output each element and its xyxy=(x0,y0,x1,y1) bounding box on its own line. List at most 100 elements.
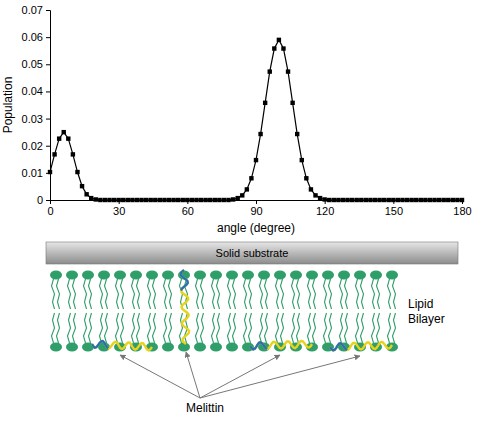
lipid-head xyxy=(274,271,286,280)
data-point xyxy=(286,69,290,73)
lipid-tail xyxy=(89,279,92,309)
data-point xyxy=(226,198,230,202)
melittin-helix-end xyxy=(181,270,188,290)
lipid-head xyxy=(50,271,62,280)
melittin-label: Melittin xyxy=(186,401,224,415)
data-point xyxy=(80,184,84,188)
x-tick: 150 xyxy=(385,200,403,217)
lipid-tail xyxy=(153,279,156,309)
y-tick-mark xyxy=(46,200,50,201)
lipid-tail xyxy=(356,313,359,343)
lipid-tail xyxy=(228,313,231,343)
lipid-tail xyxy=(281,313,284,343)
data-point xyxy=(309,187,313,191)
lipid-tail xyxy=(260,313,263,343)
lipid-tail xyxy=(324,279,327,309)
data-point xyxy=(116,198,120,202)
lipid-tail xyxy=(164,279,167,309)
lipid-tail xyxy=(148,313,151,343)
y-tick: 0.01 xyxy=(22,167,50,179)
data-point xyxy=(387,198,391,202)
y-axis: 00.010.020.030.040.050.060.07 xyxy=(22,4,51,206)
data-point xyxy=(162,198,166,202)
data-point xyxy=(112,198,116,202)
lipid-tail xyxy=(57,313,60,343)
x-tick-mark xyxy=(256,200,257,204)
lipid-tail xyxy=(244,279,247,309)
data-point xyxy=(130,198,134,202)
data-point xyxy=(217,198,221,202)
data-point xyxy=(350,198,354,202)
data-point xyxy=(409,198,413,202)
lipid-tail xyxy=(201,279,204,309)
data-point xyxy=(84,192,88,196)
data-point xyxy=(272,46,276,50)
lipid-head xyxy=(258,271,270,280)
lipid-head xyxy=(210,343,222,352)
lipid-tail xyxy=(228,279,231,309)
lipid-head xyxy=(82,271,94,280)
lipid-head xyxy=(146,271,158,280)
melittin xyxy=(92,270,392,350)
lipid-tail xyxy=(265,313,268,343)
lipid-head xyxy=(66,271,78,280)
lipid-tail xyxy=(57,279,60,309)
substrate xyxy=(46,242,458,264)
lipid-head xyxy=(370,271,382,280)
data-point xyxy=(107,198,111,202)
lipid-tail xyxy=(116,279,119,309)
data-point xyxy=(235,196,239,200)
lipid-tail xyxy=(260,279,263,309)
lipid-head xyxy=(226,343,238,352)
data-point xyxy=(336,198,340,202)
data-point xyxy=(94,197,98,201)
diagram: Solid substrateLipidBilayerMelittin xyxy=(46,242,458,415)
lipid-tail xyxy=(84,279,87,309)
y-tick: 0.05 xyxy=(22,58,50,70)
lipid-tail xyxy=(169,313,172,343)
data-point xyxy=(451,198,455,202)
x-axis-title: angle (degree) xyxy=(217,221,295,235)
data-point xyxy=(121,198,125,202)
data-point xyxy=(400,198,404,202)
melittin-helix xyxy=(181,270,189,344)
lipid-tail xyxy=(329,279,332,309)
data-point xyxy=(341,198,345,202)
y-tick-label: 0.03 xyxy=(22,113,43,125)
lipid-tail xyxy=(276,313,279,343)
lipid-tail xyxy=(68,313,71,343)
lipid-head xyxy=(226,271,238,280)
data-point xyxy=(332,198,336,202)
lipid-tail xyxy=(388,279,391,309)
data-point xyxy=(213,198,217,202)
lipid-head xyxy=(66,343,78,352)
data-point xyxy=(245,187,249,191)
data-point xyxy=(149,198,153,202)
lipid-tail xyxy=(377,313,380,343)
data-point xyxy=(98,198,102,202)
lipid-head xyxy=(130,271,142,280)
data-point xyxy=(377,198,381,202)
data-point xyxy=(62,130,66,134)
lipid-tail xyxy=(100,279,103,309)
y-tick-mark xyxy=(46,146,50,147)
data-point xyxy=(194,198,198,202)
lipid-tail xyxy=(132,313,135,343)
data-point xyxy=(368,198,372,202)
lipid-tail xyxy=(361,313,364,343)
lipid-tail xyxy=(393,279,396,309)
lipid-tail xyxy=(233,313,236,343)
data-point xyxy=(139,198,143,202)
lipid-head xyxy=(354,271,366,280)
lipid-tail xyxy=(100,313,103,343)
y-tick-mark xyxy=(46,10,50,11)
lipid-head xyxy=(306,271,318,280)
lipid-tail xyxy=(276,279,279,309)
lipid-tail xyxy=(265,279,268,309)
data-point xyxy=(396,198,400,202)
lipid-head xyxy=(82,343,94,352)
data-point xyxy=(355,198,359,202)
lipid-tail xyxy=(116,313,119,343)
data-point xyxy=(290,101,294,105)
lipid-tail xyxy=(313,279,316,309)
